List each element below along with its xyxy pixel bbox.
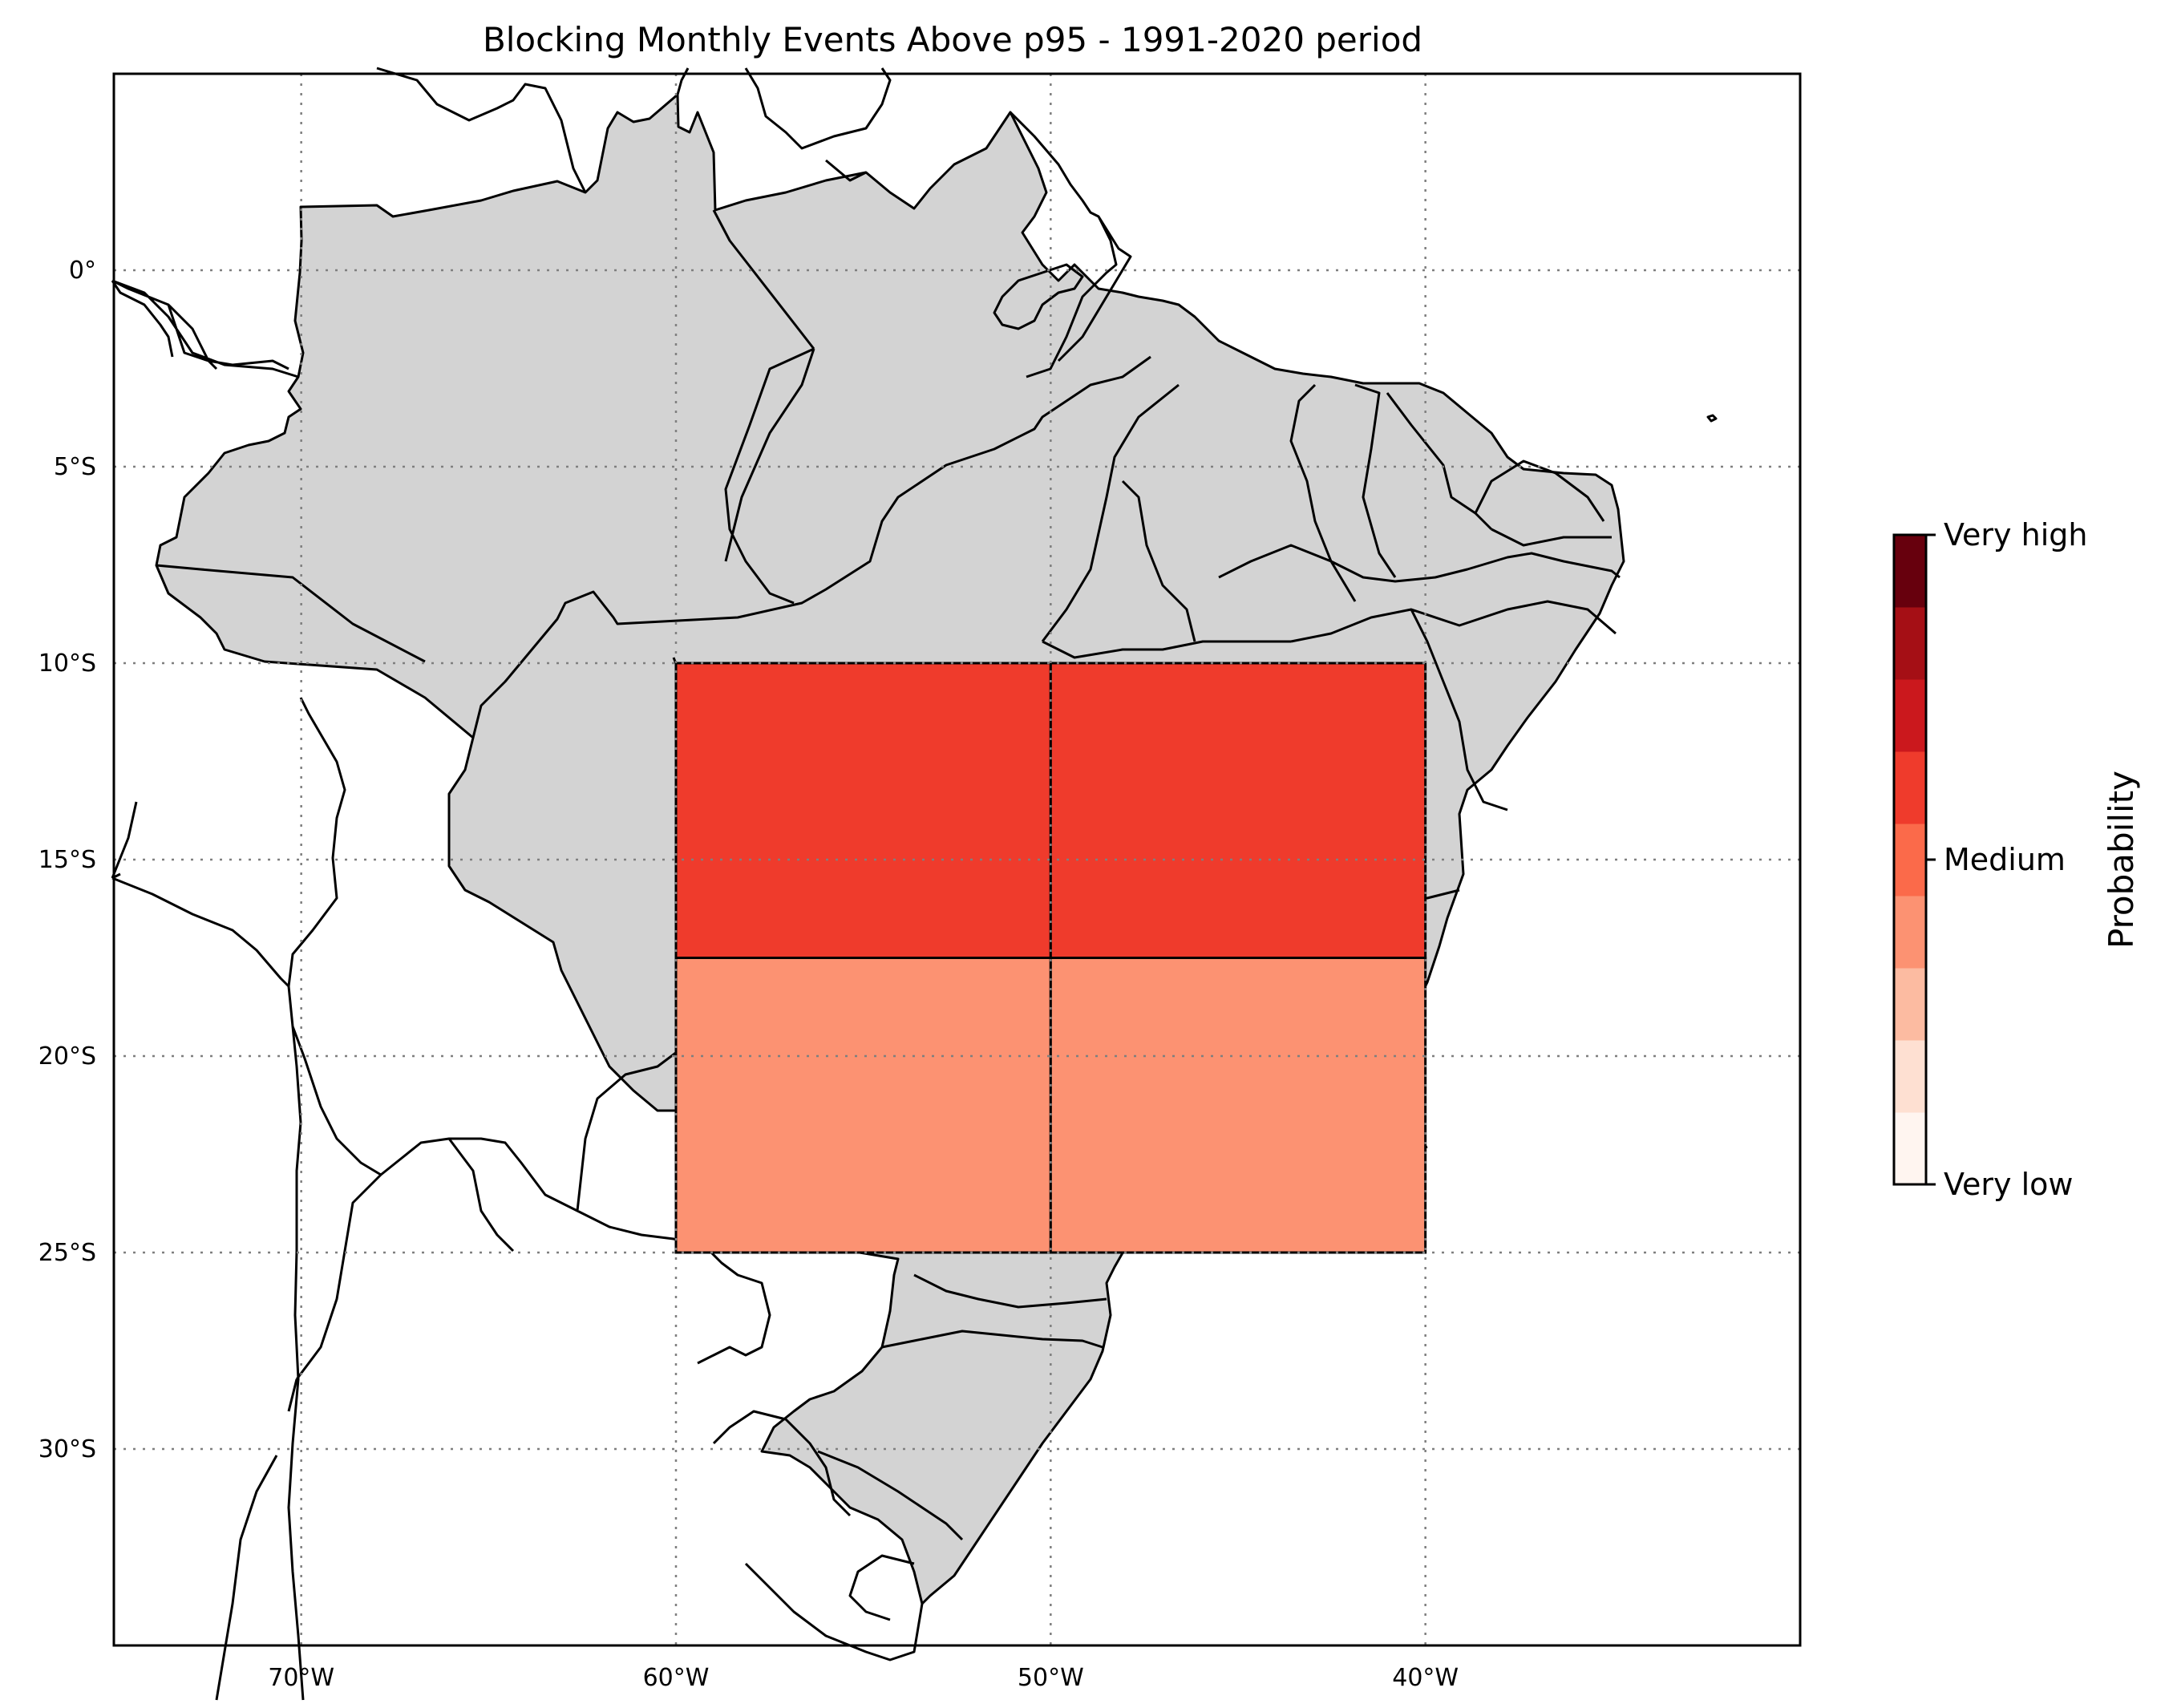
longitude-tick-labels: 70°W 60°W 50°W 40°W xyxy=(268,1664,1459,1692)
colorbar-swatch xyxy=(1894,968,1926,1041)
map-title: Blocking Monthly Events Above p95 - 1991… xyxy=(483,20,1422,59)
south-america-country-borders xyxy=(111,67,1132,1701)
map-frame xyxy=(112,72,1802,1647)
island-marajo xyxy=(993,263,1084,330)
colorbar-swatch xyxy=(1894,679,1926,752)
colorbar-swatch xyxy=(1894,1112,1926,1185)
lat-tick-label: 5°S xyxy=(54,453,96,481)
lon-tick-label: 40°W xyxy=(1392,1664,1459,1692)
colorbar-swatch xyxy=(1894,751,1926,824)
graticule xyxy=(114,74,1800,1645)
colorbar-swatch xyxy=(1894,535,1926,608)
blocking-cell-1 xyxy=(1049,662,1427,959)
lat-tick-label: 20°S xyxy=(38,1042,96,1071)
lat-tick-label: 10°S xyxy=(38,650,96,678)
blocking-cell-2 xyxy=(674,957,1052,1254)
lon-tick-label: 70°W xyxy=(268,1664,334,1692)
colorbar-ticks: Very low Medium Very high xyxy=(1926,517,2087,1202)
lon-tick-label: 50°W xyxy=(1018,1664,1084,1692)
probability-colorbar: Very low Medium Very high Probability xyxy=(1892,517,2141,1202)
lat-tick-label: 25°S xyxy=(38,1239,96,1267)
colorbar-swatch xyxy=(1894,896,1926,969)
latitude-tick-labels: 0° 5°S 10°S 15°S 20°S 25°S 30°S xyxy=(38,257,96,1463)
colorbar-tick-label: Medium xyxy=(1944,842,2066,877)
blocking-cell-0 xyxy=(674,662,1052,959)
island-small xyxy=(1706,414,1718,423)
lat-tick-label: 0° xyxy=(69,257,96,285)
lon-tick-label: 60°W xyxy=(643,1664,710,1692)
colorbar-swatches xyxy=(1894,535,1926,1185)
colorbar-swatch xyxy=(1894,1040,1926,1113)
blocking-cell-3 xyxy=(1049,957,1427,1254)
colorbar-tick-label: Very high xyxy=(1944,517,2087,552)
lat-tick-label: 15°S xyxy=(38,846,96,874)
colorbar-label: Probability xyxy=(2102,771,2141,949)
blocking-cells-layer xyxy=(674,662,1427,1254)
colorbar-swatch xyxy=(1894,607,1926,680)
colorbar-swatch xyxy=(1894,824,1926,896)
lat-tick-label: 30°S xyxy=(38,1435,96,1463)
map-panel xyxy=(111,67,1802,1701)
colorbar-tick-label: Very low xyxy=(1944,1167,2074,1202)
